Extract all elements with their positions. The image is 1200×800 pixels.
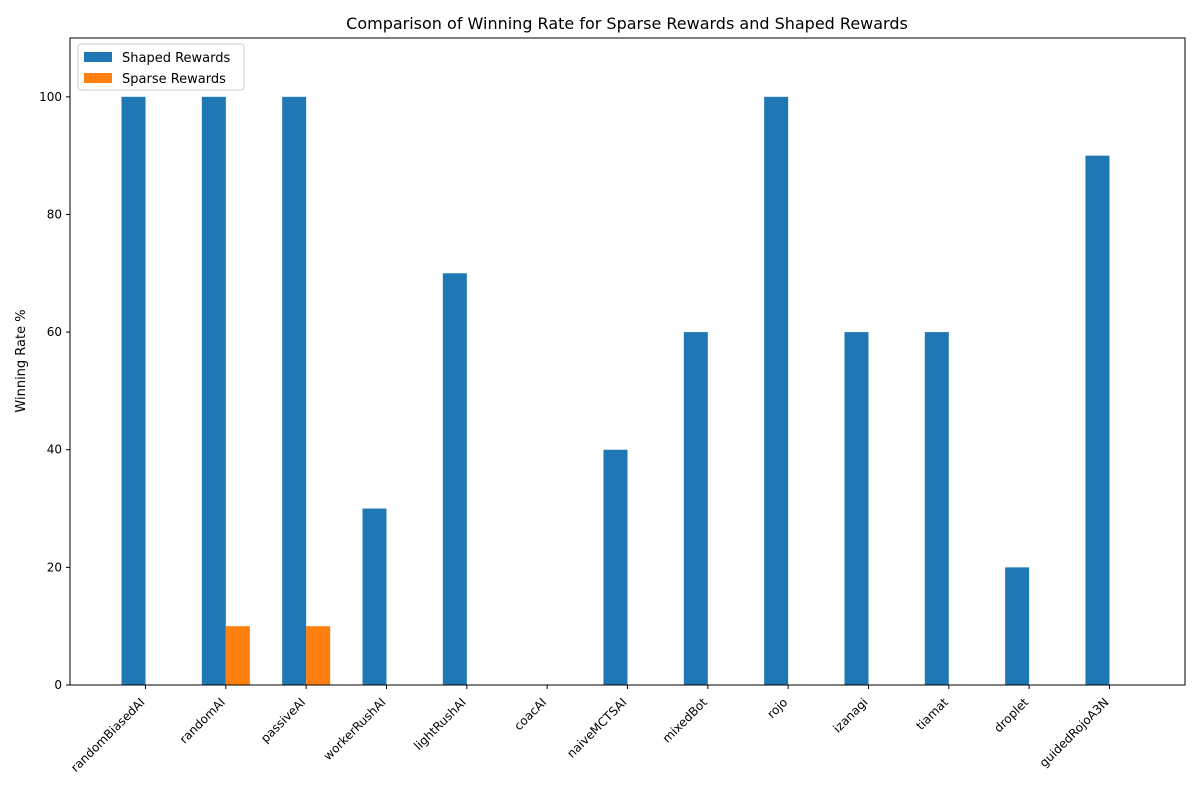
y-tick-label: 60: [47, 325, 62, 339]
y-tick-label: 80: [47, 207, 62, 221]
legend-label: Shaped Rewards: [122, 51, 231, 66]
x-tick-label: rojo: [764, 695, 790, 721]
bar-shaped-lightRushAI: [442, 273, 467, 685]
legend-swatch: [84, 73, 112, 83]
legend: Shaped Rewards Sparse Rewards: [77, 43, 245, 91]
y-tick-label: 20: [47, 560, 62, 574]
x-tick-label: randomBiasedAI: [68, 695, 148, 775]
y-tick-label: 40: [47, 443, 62, 457]
bar-shaped-izanagi: [844, 332, 869, 685]
bar-shaped-randomBiasedAI: [121, 96, 146, 686]
x-tick-label: guidedRojoA3N: [1037, 695, 1112, 770]
bar-shaped-mixedBot: [683, 332, 708, 685]
bar-shaped-tiamat: [924, 332, 949, 685]
legend-swatch: [84, 52, 112, 62]
x-tick-label: droplet: [991, 695, 1031, 735]
bar-shaped-workerRushAI: [362, 508, 387, 685]
x-tick-label: tiamat: [913, 695, 951, 733]
bar-shaped-guidedRojoA3N: [1085, 155, 1110, 686]
x-tick-label: naiveMCTSAI: [564, 695, 629, 760]
x-tick-label: randomAI: [177, 695, 228, 746]
bar-shaped-droplet: [1005, 567, 1030, 685]
legend-label: Sparse Rewards: [122, 72, 226, 87]
x-tick-label: lightRushAI: [411, 695, 469, 753]
x-tick-label: izanagi: [830, 695, 870, 735]
x-tick-label: coacAI: [511, 695, 549, 733]
y-axis-label: Winning Rate %: [14, 309, 29, 412]
bar-shaped-naiveMCTSAI: [603, 449, 628, 685]
legend-box: [77, 43, 245, 91]
bar-shaped-rojo: [764, 96, 789, 686]
bar-shaped-passiveAI: [282, 96, 307, 686]
y-tick-label: 100: [39, 90, 62, 104]
x-tick-label: workerRushAI: [321, 695, 389, 763]
bars-layer: [121, 96, 1110, 686]
x-tick-label: passiveAI: [258, 695, 308, 745]
chart-title: Comparison of Winning Rate for Sparse Re…: [346, 14, 908, 33]
x-tick-label: mixedBot: [660, 695, 710, 745]
bar-sparse-passiveAI: [306, 626, 331, 685]
bar-sparse-randomAI: [225, 626, 250, 685]
y-tick-label: 0: [54, 678, 62, 692]
bar-shaped-randomAI: [201, 96, 226, 686]
